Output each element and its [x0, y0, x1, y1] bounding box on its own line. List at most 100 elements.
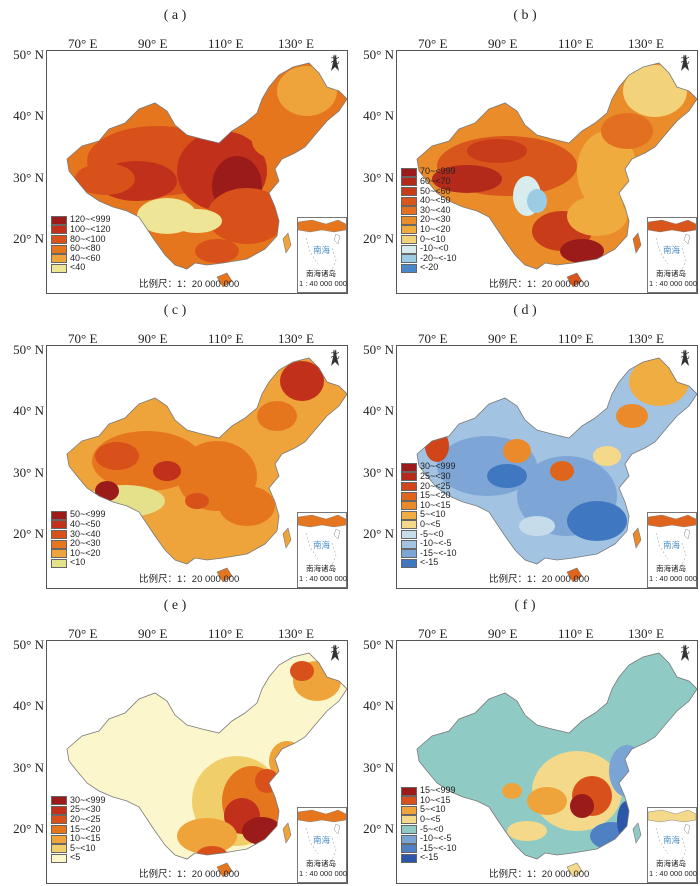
legend-swatch: [51, 549, 67, 559]
map-legend: 30~<999 25~<30 20~<25 15~<20 10~<15 5~<10 <5: [51, 795, 106, 863]
map-region-blob: [95, 442, 139, 470]
inset-caption: 南海诸岛: [306, 269, 336, 278]
latitude-label: 30° N: [13, 760, 44, 775]
latitude-label: 40° N: [13, 108, 44, 123]
legend-label: 25~<30: [420, 471, 451, 482]
north-arrow-icon: 北: [677, 643, 693, 661]
map-region-blob: [570, 794, 594, 818]
legend-label: 5~<10: [420, 804, 446, 815]
longitude-label: 130° E: [278, 36, 314, 51]
legend-item: -5~<0: [401, 824, 457, 835]
legend-item: 120~<999: [51, 215, 111, 225]
legend-item: 30~<999: [401, 462, 457, 472]
hainan-island: [216, 272, 233, 288]
map-frame: 北 70~<99960~<7050~<6040~<5030~<4020~<3010…: [396, 50, 698, 294]
longitude-label: 70° E: [68, 331, 98, 346]
legend-swatch: [401, 206, 417, 216]
latitude-label: 30° N: [363, 760, 394, 775]
legend-label: 15~<20: [420, 490, 451, 501]
legend-item: -15~<-10: [401, 842, 457, 854]
latitude-label: 20° N: [13, 821, 44, 836]
legend-label: 25~<30: [70, 804, 101, 815]
inset-scale: 1 : 40 000 000: [299, 279, 347, 288]
longitude-label: 130° E: [628, 331, 664, 346]
taiwan-island: [282, 527, 292, 549]
longitude-label: 70° E: [418, 36, 448, 51]
map-region-blob: [207, 188, 287, 244]
country-outline: [416, 62, 697, 270]
legend-swatch: [401, 558, 417, 568]
legend-swatch: [401, 549, 417, 559]
legend-item: -20~<-10: [401, 253, 457, 264]
hainan-island: [566, 862, 583, 878]
legend-label: <-15: [420, 852, 439, 863]
legend-swatch: [401, 796, 417, 806]
map-region-blob: [432, 165, 502, 193]
map-region-blob: [153, 461, 181, 481]
legend-label: 10~<15: [420, 499, 451, 510]
legend-item: -10~<0: [401, 244, 457, 254]
inset-scale: 1 : 40 000 000: [649, 869, 697, 878]
map-region-blob: [502, 783, 522, 799]
legend-swatch: [401, 462, 417, 472]
legend-item: 20~<25: [51, 814, 106, 825]
map-region-blob: [590, 822, 634, 850]
legend-label: <-20: [420, 262, 439, 273]
taiwan-island: [632, 527, 642, 549]
inset-sea-label: 南海: [313, 540, 331, 550]
latitude-label: 30° N: [13, 170, 44, 185]
scale-label: 比例尺：1：20 000 000: [489, 279, 590, 290]
legend-label: 40~<50: [70, 519, 101, 530]
inset-caption: 南海诸岛: [656, 859, 686, 868]
legend-label: 30~<40: [420, 204, 451, 215]
latitude-label: 50° N: [13, 47, 44, 62]
legend-label: <-15: [420, 557, 439, 568]
map-region-blob: [616, 404, 648, 428]
legend-label: 80~<100: [70, 233, 106, 244]
longitude-label: 110° E: [208, 626, 244, 641]
legend-swatch: [401, 472, 417, 482]
legend-item: 60~<70: [401, 176, 457, 187]
panel-label: ( f ): [514, 598, 536, 613]
legend-item: 0~<5: [401, 519, 457, 530]
taiwan-island: [632, 232, 642, 254]
south-china-sea-inset: 南海 南海诸岛 1 : 40 000 000: [647, 512, 697, 588]
legend-swatch: [51, 225, 67, 235]
legend-label: <10: [70, 557, 86, 568]
legend-item: <40: [51, 263, 111, 273]
legend-label: 20~<30: [420, 214, 451, 225]
map-region-blob: [437, 731, 537, 791]
map-legend: 50~<999 40~<50 30~<40 20~<30 10~<20 <10: [51, 510, 106, 568]
legend-item: 25~<30: [401, 471, 457, 482]
map-region-blob: [593, 446, 621, 466]
latitude-label: 20° N: [13, 231, 44, 246]
legend-item: <5: [51, 853, 106, 863]
inset-sea-label: 南海: [663, 835, 681, 845]
legend-item: 100~<120: [51, 224, 111, 235]
legend-item: 15~<20: [51, 824, 106, 835]
legend-item: 80~<100: [51, 233, 111, 245]
latitude-label: 50° N: [363, 637, 394, 652]
legend-item: 40~<50: [401, 196, 457, 206]
legend-swatch: [51, 834, 67, 844]
legend-label: -15~<-10: [420, 842, 457, 853]
south-china-sea-inset: 南海 南海诸岛 1 : 40 000 000: [647, 217, 697, 293]
legend-item: 10~<15: [51, 834, 106, 844]
legend-swatch: [51, 244, 67, 254]
inset-caption: 南海诸岛: [306, 859, 336, 868]
legend-swatch: [401, 786, 417, 796]
legend-swatch: [401, 529, 417, 539]
legend-swatch: [51, 815, 67, 825]
longitude-label: 70° E: [418, 626, 448, 641]
legend-swatch: [401, 853, 417, 863]
legend-label: 50~<999: [70, 509, 106, 520]
hainan-island: [216, 567, 233, 583]
inset-caption: 南海诸岛: [656, 269, 686, 278]
inset-scale: 1 : 40 000 000: [299, 574, 347, 583]
map-region-blob: [550, 461, 574, 481]
latitude-label: 40° N: [13, 698, 44, 713]
legend-item: 10~<15: [401, 795, 457, 806]
latitude-label: 20° N: [363, 821, 394, 836]
